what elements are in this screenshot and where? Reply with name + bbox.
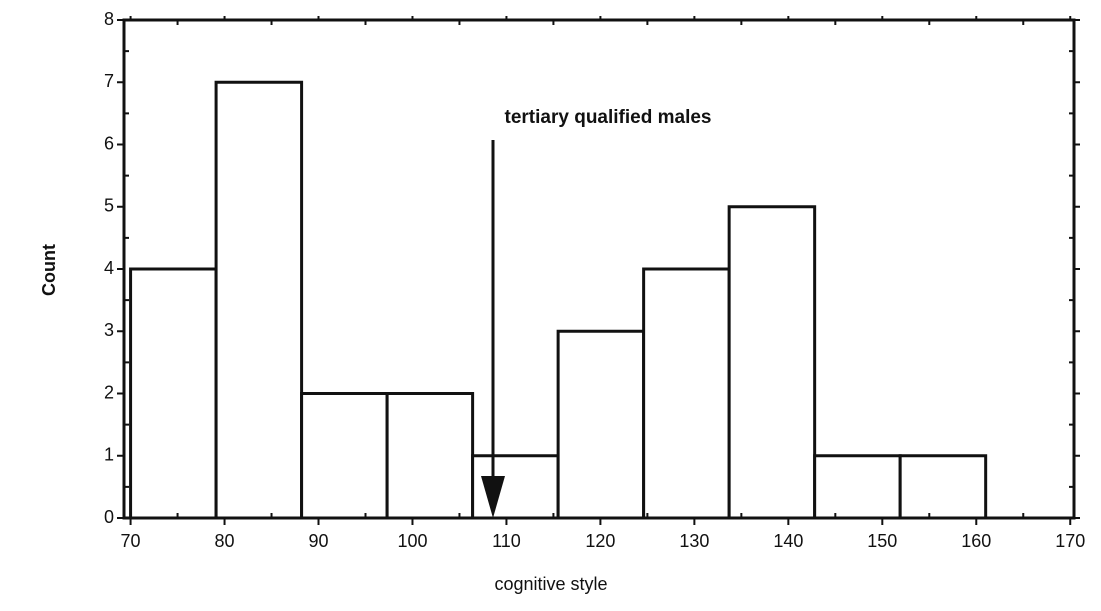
x-tick-label: 100 — [397, 531, 427, 551]
bar — [642, 267, 731, 520]
y-axis-label: Count — [39, 244, 59, 296]
arrow-head — [481, 476, 505, 518]
x-tick-label: 150 — [867, 531, 897, 551]
x-tick-label: 130 — [679, 531, 709, 551]
y-tick-label: 7 — [104, 71, 114, 91]
bar — [300, 392, 389, 520]
y-tick-label: 3 — [104, 320, 114, 340]
y-tick-label: 4 — [104, 258, 114, 278]
bar — [214, 80, 304, 520]
x-tick-label: 80 — [215, 531, 235, 551]
x-tick-label: 70 — [121, 531, 141, 551]
bar — [385, 392, 475, 520]
x-tick-label: 110 — [492, 531, 521, 551]
x-tick-label: 90 — [308, 531, 328, 551]
x-tick-label: 120 — [585, 531, 615, 551]
bar — [129, 267, 218, 520]
bar — [898, 454, 988, 520]
x-axis-label: cognitive style — [494, 574, 607, 594]
x-tick-label: 160 — [961, 531, 991, 551]
y-tick-label: 2 — [104, 382, 114, 402]
bar — [727, 205, 817, 520]
y-tick-label: 8 — [104, 9, 114, 29]
bar — [813, 454, 902, 520]
x-tick-label: 140 — [773, 531, 803, 551]
y-tick-label: 6 — [104, 133, 114, 153]
y-tick-label: 0 — [104, 507, 114, 527]
x-tick-label: 170 — [1055, 531, 1085, 551]
y-tick-label: 5 — [104, 196, 114, 216]
annotation: tertiary qualified males — [505, 107, 712, 128]
bar — [556, 329, 646, 520]
y-tick-label: 1 — [104, 445, 114, 465]
